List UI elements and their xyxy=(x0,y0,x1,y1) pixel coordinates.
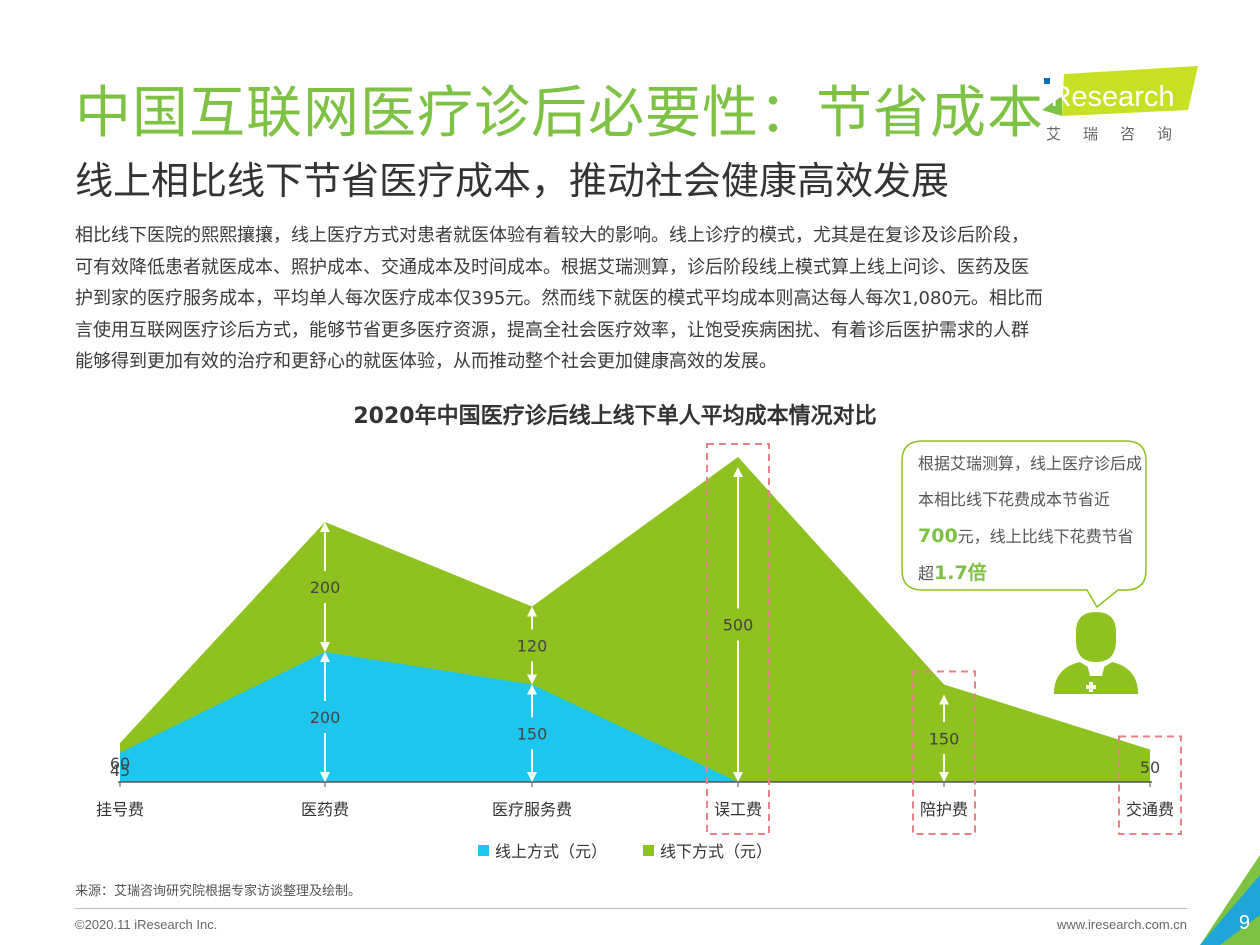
offline-arrow-4-label: 150 xyxy=(929,729,960,748)
offline-arrow-4-head xyxy=(939,694,949,705)
x-tick-label: 误工费 xyxy=(714,800,762,819)
body-paragraph: 相比线下医院的熙熙攘攘，线上医疗方式对患者就医体验有着较大的影响。线上诊疗的模式… xyxy=(75,220,1195,378)
iresearch-logo: iResearch 艾瑞咨询 xyxy=(1040,66,1200,146)
highlight-box-4 xyxy=(912,670,976,835)
page-corner-decoration xyxy=(1200,855,1260,945)
source-note: 来源：艾瑞咨询研究院根据专家访谈整理及绘制。 xyxy=(75,884,362,899)
body-line: 相比线下医院的熙熙攘攘，线上医疗方式对患者就医体验有着较大的影响。线上诊疗的模式… xyxy=(75,225,1029,246)
website-link[interactable]: www.iresearch.com.cn xyxy=(1056,917,1187,932)
page-title: 中国互联网医疗诊后必要性：节省成本 xyxy=(75,81,1044,146)
highlight-box-5 xyxy=(1118,735,1182,835)
online-area xyxy=(120,652,1150,782)
gap-arrow-2-label: 120 xyxy=(517,637,548,656)
gap-arrow-1-label: 200 xyxy=(310,578,341,597)
x-tick-label: 挂号费 xyxy=(96,800,144,819)
body-line: 可有效降低患者就医成本、照护成本、交通成本及时间成本。根据艾瑞测算，诊后阶段线上… xyxy=(75,256,1029,278)
body-line: 护到家的医疗服务成本，平均单人每次医疗成本仅395元。然而线下就医的模式平均成本… xyxy=(75,288,1043,309)
online-arrow-2-label: 150 xyxy=(517,724,548,743)
legend-swatch-offline xyxy=(643,844,654,856)
legend-item-offline: 线下方式（元） xyxy=(643,838,772,862)
chart-legend: 线上方式（元） 线下方式（元） xyxy=(0,838,1260,862)
offline-arrow-3-label: 500 xyxy=(723,616,754,635)
body-line: 言使用互联网医疗诊后方式，能够节省更多医疗资源，提高全社会医疗效率，让饱受疾病困… xyxy=(75,319,1029,341)
callout-text-part: 元，线上比线下花费节省超 xyxy=(918,527,1134,583)
callout-bubble xyxy=(901,440,1147,609)
online-arrow-1-label: 200 xyxy=(310,708,341,727)
legend-label-offline: 线下方式（元） xyxy=(660,842,773,861)
callout-highlight-ratio: 1.7倍 xyxy=(934,562,987,584)
doctor-icon xyxy=(1054,612,1138,694)
gap-arrow-1-head xyxy=(320,642,330,652)
gap-arrow-1-head xyxy=(320,522,330,532)
x-tick-label: 交通费 xyxy=(1126,800,1174,819)
x-tick-label: 医药费 xyxy=(301,800,349,819)
legend-label-online: 线上方式（元） xyxy=(494,842,607,861)
iresearch-wordmark-icon: iResearch xyxy=(1042,66,1198,116)
callout-text: 根据艾瑞测算，线上医疗诊后成本相比线下花费成本节省近 700元，线上比线下花费节省… xyxy=(918,446,1143,592)
highlight-box-3 xyxy=(706,443,770,835)
copyright: ©2020.11 iResearch Inc. xyxy=(75,917,218,932)
x-tick-label: 医疗服务费 xyxy=(492,800,572,819)
logo-wordmark-text: iResearch xyxy=(1044,81,1175,113)
online-arrow-1-head xyxy=(320,772,330,782)
online-arrow-2-head xyxy=(527,684,537,695)
page-subtitle: 线上相比线下节省医疗成本，推动社会健康高效发展 xyxy=(75,159,950,203)
legend-item-online: 线上方式（元） xyxy=(477,838,607,862)
online-arrow-2-head xyxy=(527,772,537,782)
online-arrow-1-head xyxy=(320,652,330,662)
data-label-online: 45 xyxy=(110,761,130,780)
data-label-offline: 50 xyxy=(1140,758,1160,777)
x-tick-label: 陪护费 xyxy=(920,800,968,819)
legend-swatch-online xyxy=(477,844,489,856)
gap-arrow-2-head xyxy=(527,674,537,685)
body-line: 能够得到更加有效的治疗和更舒心的就医体验，从而推动整个社会更加健康高效的发展。 xyxy=(75,351,777,372)
offline-arrow-4-head xyxy=(939,772,949,782)
callout-text-part: 根据艾瑞测算，线上医疗诊后成本相比线下花费成本节省近 xyxy=(918,454,1143,509)
logo-cn-text: 艾瑞咨询 xyxy=(1046,125,1195,143)
chart-title: 2020年中国医疗诊后线上线下单人平均成本情况对比 xyxy=(353,404,877,429)
callout-highlight-savings: 700 xyxy=(918,525,958,547)
footer-divider xyxy=(75,908,1187,909)
offline-arrow-3-head xyxy=(733,772,743,782)
gap-arrow-2-head xyxy=(527,606,537,617)
offline-arrow-3-head xyxy=(733,467,743,477)
data-label-offline: 60 xyxy=(110,754,130,773)
page-number: 9 xyxy=(1238,912,1250,934)
